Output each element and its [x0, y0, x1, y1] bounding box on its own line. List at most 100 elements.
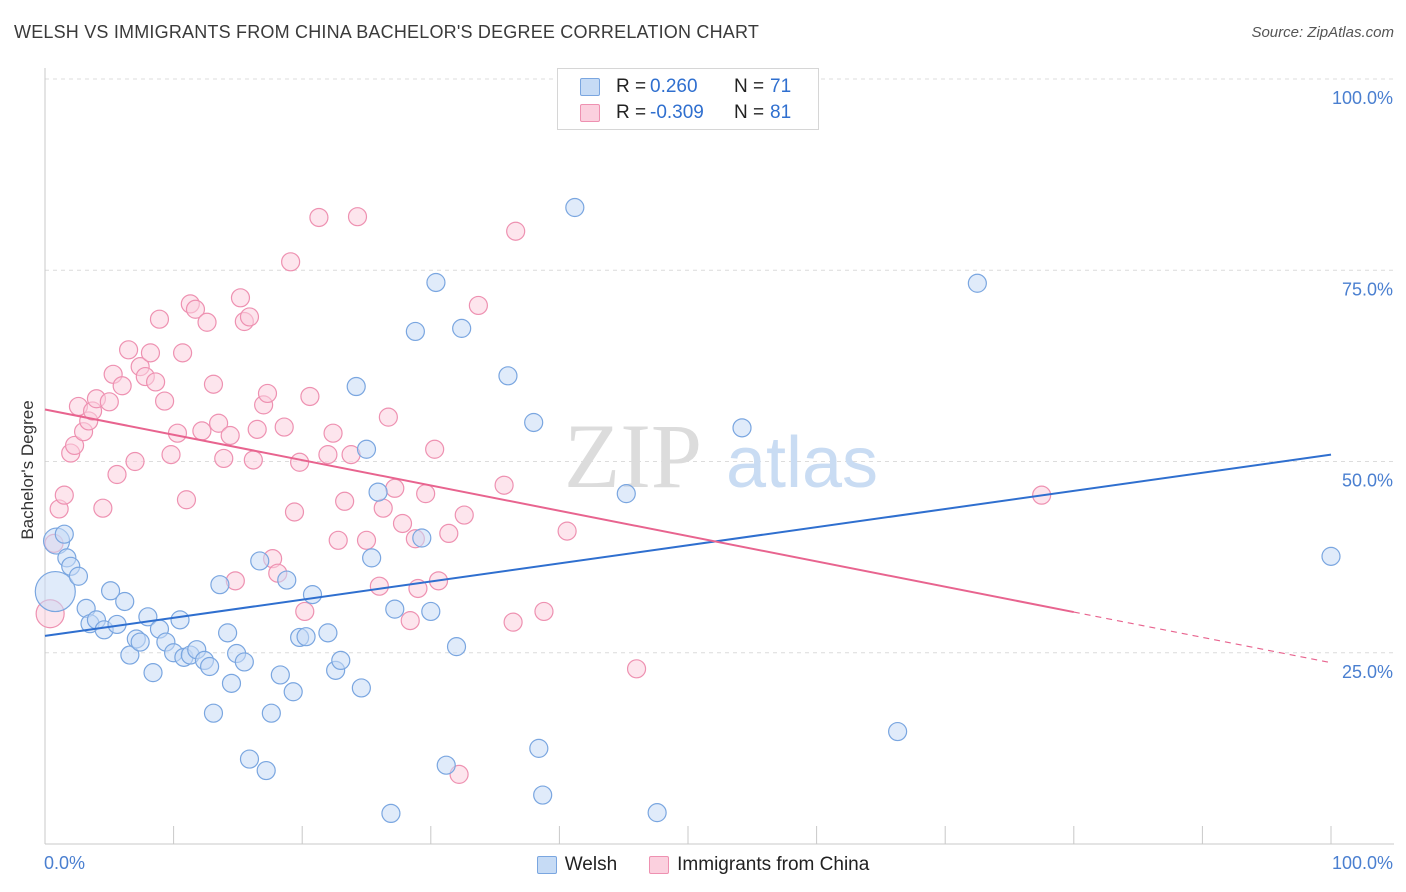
china-point — [439, 523, 459, 544]
welsh-point — [239, 749, 260, 769]
china-point — [392, 513, 413, 534]
china-point — [203, 374, 224, 394]
welsh-point — [385, 599, 405, 619]
welsh-point — [732, 418, 752, 438]
welsh-point — [203, 703, 224, 723]
trend-lines — [44, 408, 1332, 664]
china-point — [161, 445, 181, 465]
legend-n-value: 81 — [770, 102, 792, 123]
bottom-legend-swatch-welsh — [536, 856, 557, 874]
china-point — [99, 392, 119, 412]
y-tick-label: 75.0% — [1342, 279, 1393, 299]
china-point — [400, 611, 420, 631]
china-point — [506, 221, 526, 241]
china-point — [167, 423, 188, 443]
china-point — [209, 413, 229, 433]
china-point — [214, 448, 234, 469]
series-china-points — [35, 207, 1052, 784]
x-tick-label-max: 100.0% — [1332, 853, 1393, 873]
china-point — [323, 423, 343, 443]
welsh-point — [318, 623, 338, 643]
china-point — [118, 340, 139, 360]
tick-labels: 25.0% 50.0% 75.0% 100.0% 0.0% 100.0% — [44, 88, 1393, 873]
china-point — [107, 464, 127, 485]
welsh-point — [436, 755, 456, 775]
welsh-point — [888, 721, 908, 742]
y-tick-label: 25.0% — [1342, 662, 1393, 682]
y-tick-label: 100.0% — [1332, 88, 1393, 108]
china-point — [378, 407, 398, 427]
welsh-point — [170, 610, 190, 630]
china-point — [281, 252, 301, 272]
welsh-point — [356, 439, 377, 459]
china-point — [284, 502, 305, 522]
welsh-point — [452, 318, 472, 338]
welsh-point — [277, 570, 297, 590]
legend-swatch-china — [580, 104, 600, 122]
grid-lines — [45, 78, 1394, 654]
china-point — [149, 309, 170, 329]
china-point — [318, 445, 338, 465]
welsh-point — [362, 548, 382, 568]
china-point — [347, 207, 368, 227]
welsh-point — [647, 803, 667, 823]
china-point — [192, 421, 212, 441]
china-point — [425, 439, 445, 459]
welsh-point — [498, 366, 518, 386]
china-point — [197, 312, 217, 332]
series-welsh-points — [34, 197, 1341, 824]
welsh-point — [533, 785, 553, 805]
china-point — [557, 521, 577, 541]
welsh-point — [234, 652, 254, 672]
legend-r-label: R = — [616, 76, 647, 97]
welsh-point — [368, 482, 388, 502]
welsh-point — [351, 678, 371, 698]
legend-row-welsh: R = 0.260 N = 71 — [580, 75, 791, 99]
china-point — [385, 478, 405, 498]
welsh-point — [34, 570, 76, 613]
legend-n-label: N = — [734, 102, 765, 123]
welsh-point — [130, 632, 150, 652]
y-axis-label: Bachelor's Degree — [18, 400, 37, 540]
welsh-point — [346, 376, 366, 397]
welsh-point — [616, 484, 636, 504]
china-point — [230, 288, 251, 308]
welsh-trend-line — [44, 453, 1332, 637]
legend-r-value: 0.260 — [650, 76, 698, 97]
axes — [44, 68, 1394, 845]
china-point — [243, 450, 263, 470]
china-point — [247, 419, 267, 439]
welsh-point — [200, 656, 220, 677]
welsh-point — [256, 760, 276, 781]
welsh-point — [426, 272, 446, 293]
china-point — [295, 601, 315, 622]
china-point — [373, 498, 393, 518]
bottom-legend: Welsh Immigrants from China — [0, 852, 1406, 878]
china-point — [145, 372, 166, 392]
china-point — [328, 530, 348, 550]
welsh-point — [331, 650, 351, 671]
legend-n-label: N = — [734, 76, 765, 97]
welsh-point — [54, 524, 74, 544]
welsh-point — [115, 591, 135, 612]
watermark: ZIP atlas — [564, 405, 878, 507]
welsh-point — [524, 412, 544, 433]
china-point — [454, 505, 474, 525]
welsh-point — [446, 637, 467, 657]
chart-title: WELSH VS IMMIGRANTS FROM CHINA BACHELOR'… — [14, 22, 760, 42]
welsh-point — [421, 601, 441, 622]
china-point — [335, 491, 355, 511]
china-point — [369, 576, 389, 596]
legend-r-label: R = — [616, 102, 647, 123]
legend-row-china: R = -0.309 N = 81 — [580, 101, 791, 125]
china-point — [534, 601, 554, 622]
china-point — [494, 475, 514, 495]
china-point — [54, 485, 74, 505]
welsh-point — [270, 665, 290, 685]
welsh-point — [529, 738, 549, 758]
source-label: Source: ZipAtlas.com — [1251, 24, 1394, 41]
china-point — [468, 295, 488, 316]
welsh-point — [302, 585, 323, 605]
welsh-point — [283, 682, 303, 702]
